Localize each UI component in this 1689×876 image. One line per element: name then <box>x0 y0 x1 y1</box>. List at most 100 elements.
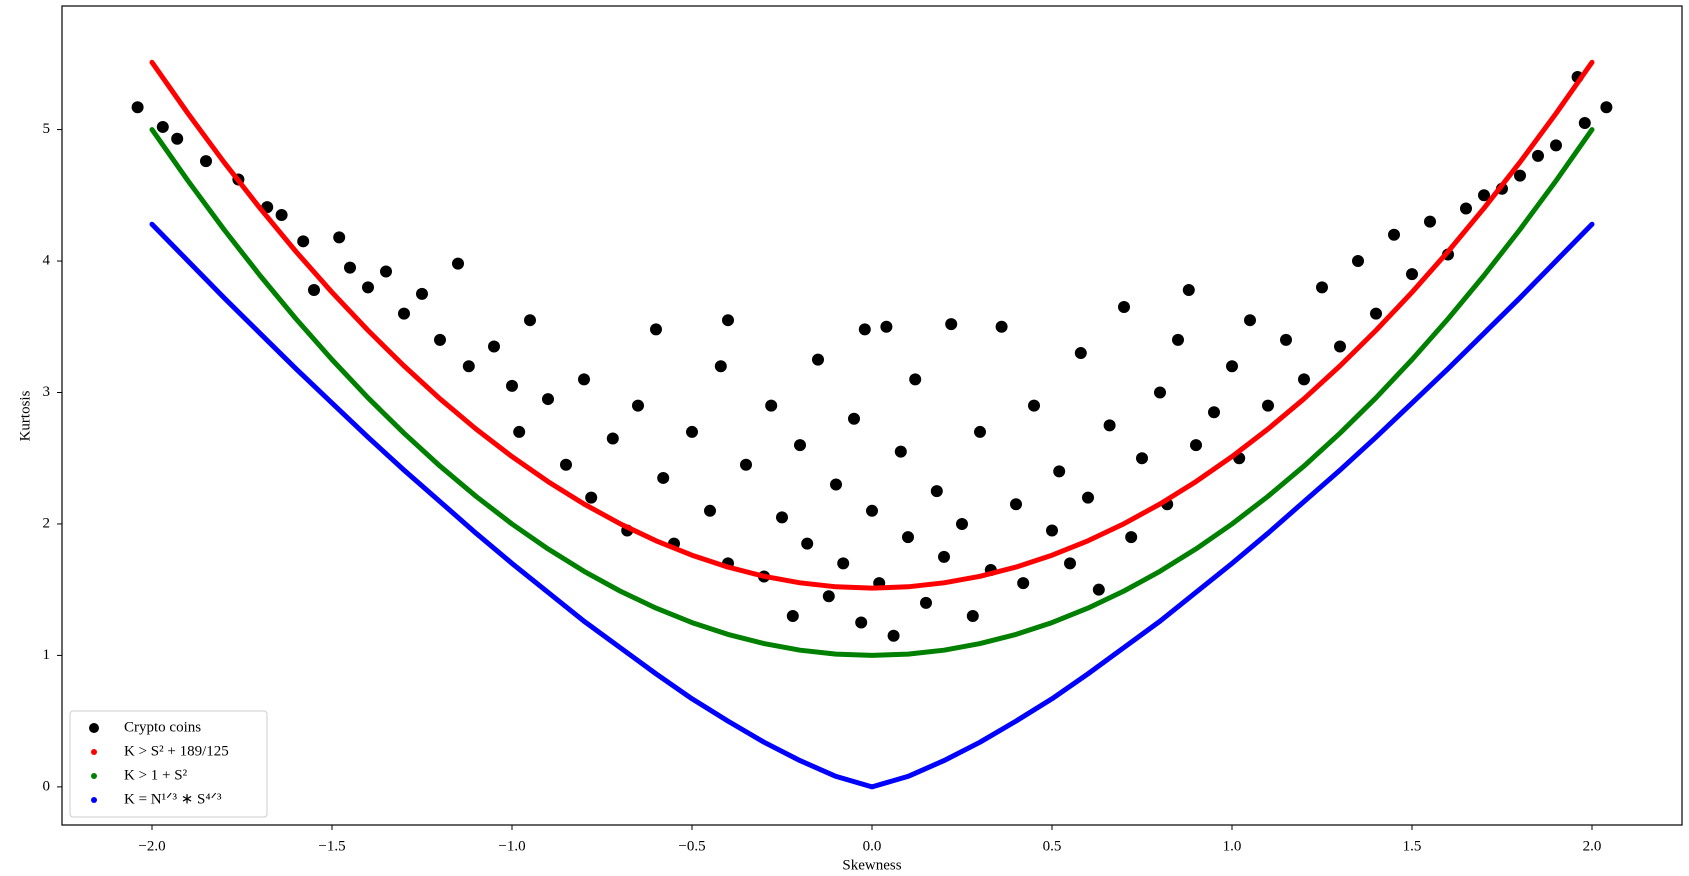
coin-point <box>1334 340 1346 353</box>
coin-point <box>452 257 464 270</box>
coin-point <box>434 333 446 346</box>
coin-point <box>812 353 824 366</box>
coin-point <box>200 155 212 168</box>
coin-point <box>650 323 662 336</box>
coin-point <box>920 596 932 609</box>
coin-point <box>308 283 320 296</box>
coin-point <box>380 265 392 278</box>
legend-label: K = N¹ᐟ³ ∗ S⁴ᐟ³ <box>124 791 222 807</box>
coin-point <box>974 425 986 438</box>
coin-point <box>632 399 644 412</box>
coin-point <box>585 491 598 504</box>
x-tick-label: 0.5 <box>1043 838 1062 854</box>
coin-point <box>786 609 799 622</box>
legend-marker <box>91 749 97 755</box>
plot-frame <box>61 5 1683 826</box>
legend-marker <box>89 723 99 733</box>
coin-point <box>966 609 979 622</box>
coin-point <box>1388 228 1400 241</box>
coin-point <box>1280 333 1292 346</box>
coin-point <box>880 320 893 333</box>
y-tick-label: 5 <box>43 121 51 137</box>
coin-point <box>297 235 310 248</box>
coin-point <box>344 261 356 274</box>
coin-point <box>1103 419 1116 432</box>
y-tick-label: 4 <box>43 252 51 268</box>
x-tick-label: −1.0 <box>498 838 525 854</box>
coin-point <box>830 478 842 491</box>
y-axis-label: Kurtosis <box>17 390 33 441</box>
coin-point <box>1172 333 1184 346</box>
coin-point <box>714 360 727 373</box>
coin-point <box>362 281 374 294</box>
coin-point <box>930 485 943 498</box>
coin-point <box>938 550 950 563</box>
coin-point <box>1010 498 1022 511</box>
coin-point <box>1092 583 1105 596</box>
coin-point <box>848 412 860 425</box>
coin-point <box>1182 283 1195 296</box>
coin-point <box>1046 524 1058 537</box>
coin-point <box>1244 314 1256 327</box>
coin-point <box>1370 307 1382 320</box>
coin-point <box>1460 202 1472 215</box>
plot-area <box>131 59 1613 790</box>
coin-point <box>1316 281 1328 294</box>
coin-point <box>657 471 670 484</box>
coin-point <box>1190 439 1202 452</box>
coin-point <box>801 537 814 550</box>
coin-point <box>1532 149 1544 162</box>
coin-point <box>1600 101 1613 114</box>
coin-point <box>156 120 169 133</box>
coin-point <box>131 101 144 114</box>
bound-curve <box>149 221 1595 790</box>
coin-point <box>704 504 716 517</box>
x-axis-label: Skewness <box>842 857 901 873</box>
coin-point <box>1118 301 1130 314</box>
coin-point <box>275 209 288 222</box>
y-tick-label: 2 <box>43 515 51 531</box>
coin-point <box>606 432 619 445</box>
coin-point <box>945 318 958 331</box>
coin-point <box>1550 139 1562 152</box>
coin-point <box>333 231 346 244</box>
x-tick-label: 1.5 <box>1403 838 1422 854</box>
coin-point <box>416 287 428 300</box>
coin-point <box>894 445 907 458</box>
coin-point <box>822 590 835 603</box>
legend: Crypto coins K > S² + 189/125 K > 1 + S² K … <box>69 710 268 818</box>
coin-point <box>722 314 734 327</box>
coin-point <box>488 340 500 353</box>
coin-point <box>524 314 536 327</box>
x-tick-label: −2.0 <box>138 838 165 854</box>
coin-point <box>1298 373 1310 386</box>
x-tick-label: 1.0 <box>1223 838 1242 854</box>
coin-point <box>776 511 788 524</box>
coin-point <box>995 320 1008 333</box>
x-tick-label: 2.0 <box>1583 838 1602 854</box>
coin-point <box>1514 169 1526 182</box>
coin-point <box>740 458 752 471</box>
coin-point <box>956 517 968 530</box>
coin-point <box>1352 255 1364 268</box>
x-tick-label: −1.5 <box>318 838 345 854</box>
coin-point <box>1053 465 1066 478</box>
coin-point <box>1154 386 1166 399</box>
coin-point <box>858 323 871 336</box>
coin-point <box>1406 268 1418 281</box>
legend-label: Crypto coins <box>124 719 201 735</box>
coin-point <box>1208 406 1220 419</box>
legend-box <box>69 710 268 818</box>
x-tick-label: −0.5 <box>678 838 705 854</box>
coin-point <box>578 373 590 386</box>
coin-point <box>837 557 850 570</box>
legend-label: K > S² + 189/125 <box>124 743 229 759</box>
legend-label: K > 1 + S² <box>124 767 188 783</box>
bound-curve <box>149 127 1595 658</box>
bound-curve <box>149 59 1595 591</box>
coin-point <box>794 439 806 452</box>
coin-point <box>1262 399 1274 412</box>
coin-point <box>1064 557 1076 570</box>
